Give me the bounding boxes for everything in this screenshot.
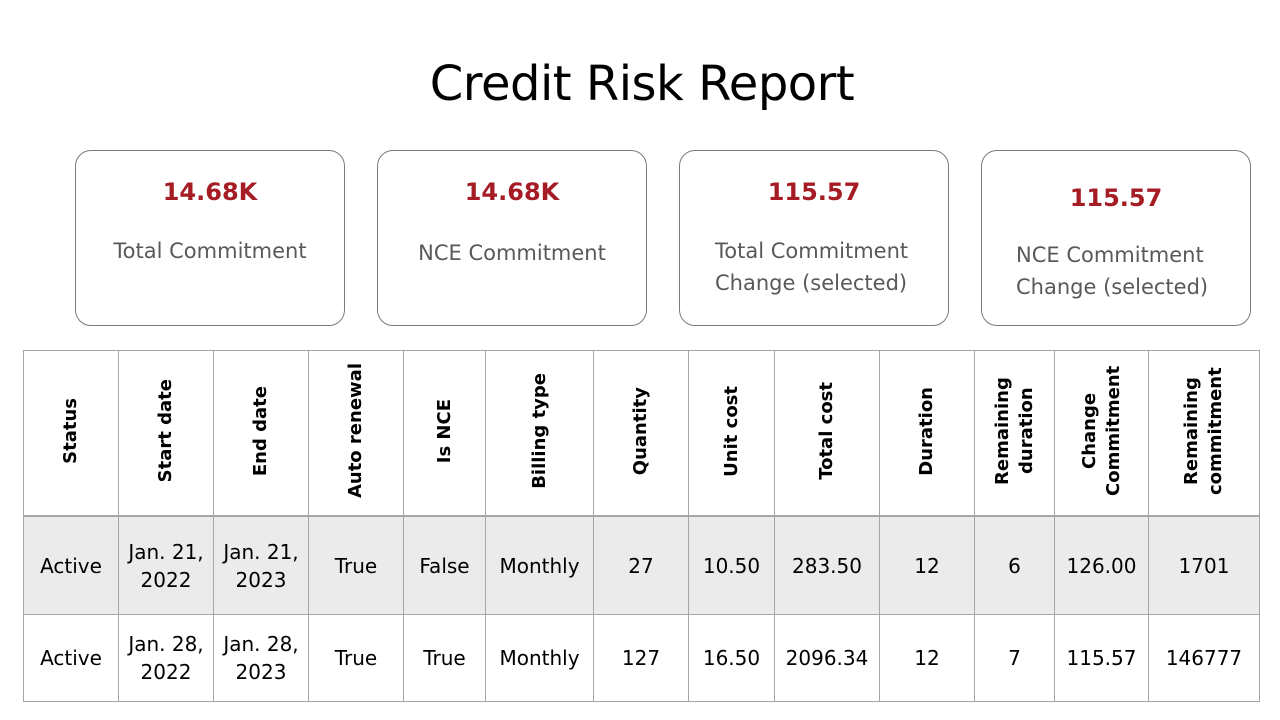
cell-unit-cost: 16.50 xyxy=(688,614,775,702)
column-header-duration[interactable]: Duration xyxy=(879,350,975,517)
kpi-label-line: Total Commitment xyxy=(715,239,909,263)
kpi-label: NCE Commitment Change (selected) xyxy=(1016,239,1208,303)
cell-auto-renewal: True xyxy=(308,614,404,702)
kpi-label: Total Commitment xyxy=(113,239,307,263)
kpi-value: 14.68K xyxy=(464,178,560,206)
kpi-value: 14.68K xyxy=(162,178,258,206)
column-header-auto-renewal[interactable]: Auto renewal xyxy=(308,350,404,517)
cell-remaining-commitment: 146777 xyxy=(1148,614,1260,702)
kpi-label-line: NCE Commitment xyxy=(1016,243,1204,267)
column-header-end-date[interactable]: End date xyxy=(213,350,309,517)
cell-quantity: 127 xyxy=(593,614,689,702)
cell-remaining-duration: 6 xyxy=(974,515,1055,615)
cell-duration: 12 xyxy=(879,515,975,615)
cell-remaining-duration: 7 xyxy=(974,614,1055,702)
kpi-card-nce-commitment-change: 115.57 NCE Commitment Change (selected) xyxy=(981,150,1251,326)
column-header-unit-cost[interactable]: Unit cost xyxy=(688,350,775,517)
table-row[interactable]: Active Jan. 28, 2022 Jan. 28, 2023 True Tr… xyxy=(23,614,1260,702)
kpi-card-nce-commitment: 14.68K NCE Commitment xyxy=(377,150,647,326)
kpi-label-line: Change (selected) xyxy=(1016,275,1209,299)
cell-auto-renewal: True xyxy=(308,515,404,615)
cell-start-date: Jan. 28, 2022 xyxy=(118,614,214,702)
kpi-card-total-commitment: 14.68K Total Commitment xyxy=(75,150,345,326)
cell-billing-type: Monthly xyxy=(485,614,594,702)
table-header-row: Status Start date End date Auto renewal … xyxy=(23,350,1260,517)
cell-end-date: Jan. 21, 2023 xyxy=(213,515,309,615)
cell-change-commitment: 115.57 xyxy=(1054,614,1149,702)
cell-change-commitment: 126.00 xyxy=(1054,515,1149,615)
kpi-value: 115.57 xyxy=(1069,184,1163,212)
cell-remaining-commitment: 1701 xyxy=(1148,515,1260,615)
table-row[interactable]: Active Jan. 21, 2022 Jan. 21, 2023 True Fa… xyxy=(23,515,1260,615)
cell-quantity: 27 xyxy=(593,515,689,615)
column-header-status[interactable]: Status xyxy=(23,350,119,517)
cell-status: Active xyxy=(23,614,119,702)
cell-status: Active xyxy=(23,515,119,615)
column-header-total-cost[interactable]: Total cost xyxy=(774,350,880,517)
cell-total-cost: 2096.34 xyxy=(774,614,880,702)
column-header-change-commitment[interactable]: Change Commitment xyxy=(1054,350,1149,517)
cell-total-cost: 283.50 xyxy=(774,515,880,615)
kpi-label: Total Commitment Change (selected) xyxy=(715,235,908,299)
kpi-label: NCE Commitment xyxy=(418,241,606,265)
kpi-label-line: Change (selected) xyxy=(715,271,908,295)
cell-unit-cost: 10.50 xyxy=(688,515,775,615)
cell-duration: 12 xyxy=(879,614,975,702)
credit-risk-table: Status Start date End date Auto renewal … xyxy=(23,350,1260,702)
cell-is-nce: False xyxy=(403,515,486,615)
page-title: Credit Risk Report xyxy=(429,56,855,112)
column-header-is-nce[interactable]: Is NCE xyxy=(403,350,486,517)
column-header-remaining-duration[interactable]: Remaining duration xyxy=(974,350,1055,517)
column-header-start-date[interactable]: Start date xyxy=(118,350,214,517)
cell-end-date: Jan. 28, 2023 xyxy=(213,614,309,702)
kpi-value: 115.57 xyxy=(767,178,861,206)
cell-is-nce: True xyxy=(403,614,486,702)
cell-start-date: Jan. 21, 2022 xyxy=(118,515,214,615)
column-header-remaining-commitment[interactable]: Remaining commitment xyxy=(1148,350,1260,517)
kpi-card-total-commitment-change: 115.57 Total Commitment Change (selected… xyxy=(679,150,949,326)
column-header-billing-type[interactable]: Billing type xyxy=(485,350,594,517)
column-header-quantity[interactable]: Quantity xyxy=(593,350,689,517)
cell-billing-type: Monthly xyxy=(485,515,594,615)
